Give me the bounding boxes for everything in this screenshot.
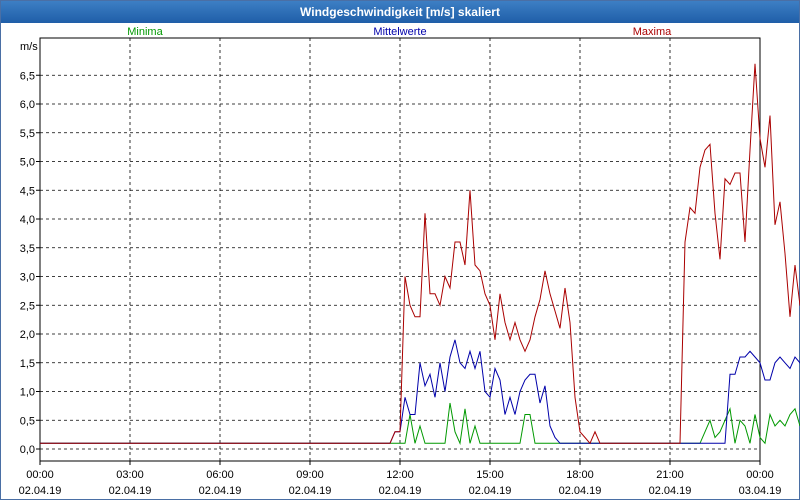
legend-minima: Minima xyxy=(127,26,163,38)
x-tick-time: 18:00 xyxy=(566,469,594,481)
y-axis-label: m/s xyxy=(20,41,38,53)
series-line-maxima xyxy=(40,63,800,445)
chart-title: Windgeschwindigkeit [m/s] skaliert xyxy=(1,1,799,23)
y-tick-label: 6,5 xyxy=(20,70,35,82)
x-tick-time: 15:00 xyxy=(476,469,504,481)
x-tick-time: 09:00 xyxy=(296,469,324,481)
y-tick-label: 2,5 xyxy=(20,300,35,312)
y-tick-label: 4,5 xyxy=(20,185,35,197)
y-tick-label: 4,0 xyxy=(20,214,35,226)
x-tick-date: 02.04.19 xyxy=(199,485,242,497)
x-tick-time: 00:00 xyxy=(26,469,54,481)
y-tick-label: 3,0 xyxy=(20,272,35,284)
x-tick-time: 12:00 xyxy=(386,469,414,481)
y-tick-label: 1,5 xyxy=(20,358,35,370)
y-tick-label: 3,5 xyxy=(20,243,35,255)
series-line-minima xyxy=(40,402,800,446)
y-tick-label: 0,5 xyxy=(20,415,35,427)
y-tick-label: 5,5 xyxy=(20,128,35,140)
x-tick-time: 21:00 xyxy=(656,469,684,481)
x-tick-date: 02.04.19 xyxy=(19,485,62,497)
x-tick-time: 06:00 xyxy=(206,469,234,481)
x-tick-date: 02.04.19 xyxy=(289,485,332,497)
x-tick-date: 02.04.19 xyxy=(109,485,152,497)
y-tick-label: 2,0 xyxy=(20,329,35,341)
y-tick-label: 1,0 xyxy=(20,387,35,399)
x-tick-date: 02.04.19 xyxy=(559,485,602,497)
x-tick-date: 02.04.19 xyxy=(379,485,422,497)
x-tick-date: 02.04.19 xyxy=(469,485,512,497)
y-tick-label: 5,0 xyxy=(20,157,35,169)
legend-maxima: Maxima xyxy=(633,26,672,38)
x-tick-time: 03:00 xyxy=(116,469,144,481)
y-tick-label: 0,0 xyxy=(20,444,35,456)
x-tick-time: 00:00 xyxy=(746,469,774,481)
y-tick-label: 6,0 xyxy=(20,99,35,111)
x-tick-date: 02.04.19 xyxy=(649,485,692,497)
legend-mittelwerte: Mittelwerte xyxy=(373,26,426,38)
x-tick-date: 03.04.19 xyxy=(739,485,782,497)
